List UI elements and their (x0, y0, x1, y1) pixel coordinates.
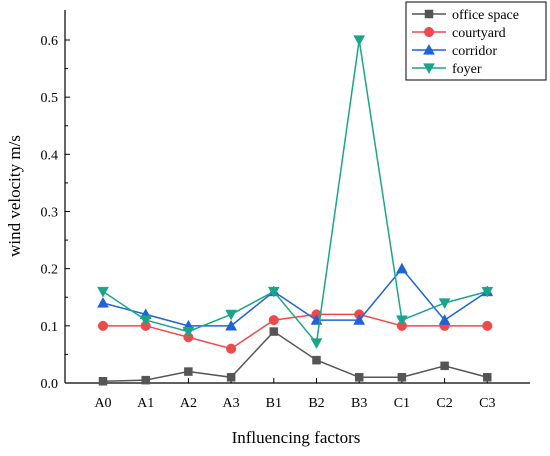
legend-label: courtyard (452, 26, 506, 41)
x-tick-label: B1 (266, 396, 282, 411)
x-tick-label: A1 (137, 396, 154, 411)
data-point (225, 319, 238, 331)
series-line (102, 39, 488, 345)
x-tick-label: C3 (479, 396, 495, 411)
data-point (353, 314, 366, 325)
y-axis-ticks: 0.0 0.1 0.2 0.3 0.4 0.5 0.6 (41, 34, 70, 392)
y-tick-label: 0.6 (41, 34, 59, 49)
x-tick-label: C2 (436, 396, 452, 411)
y-tick-label: 0.1 (41, 320, 59, 335)
legend-marker (423, 43, 435, 55)
data-point (482, 320, 493, 331)
x-tick-label: B2 (308, 396, 324, 411)
legend-label: foyer (452, 62, 482, 77)
data-point (481, 286, 494, 298)
x-tick-label: A3 (223, 396, 240, 411)
data-point (97, 320, 109, 331)
legend-item: foyer (412, 62, 482, 77)
y-tick-label: 0.3 (41, 206, 59, 221)
series-line (102, 267, 488, 327)
x-tick-label: B3 (351, 396, 367, 411)
legend-marker (424, 9, 434, 19)
series-line (102, 330, 488, 383)
series-corridor (97, 262, 494, 331)
legend-label: office space (452, 8, 519, 23)
x-tick-label: A0 (94, 396, 111, 411)
y-tick-label: 0.0 (41, 377, 59, 392)
data-point (141, 375, 150, 385)
data-point (226, 343, 237, 354)
y-axis-title: wind velocity m/s (5, 135, 24, 257)
data-point (98, 377, 108, 386)
series-office-space (98, 327, 492, 386)
data-point (182, 326, 195, 338)
data-point (354, 373, 364, 382)
data-point (440, 361, 449, 371)
data-point (395, 262, 408, 274)
data-point (97, 296, 109, 308)
legend-item: office space (412, 8, 519, 23)
legend-item: corridor (412, 43, 497, 59)
data-point (438, 314, 451, 325)
data-point (269, 327, 279, 336)
x-axis-title: Influencing factors (232, 428, 361, 447)
data-point (268, 315, 279, 326)
x-tick-label: A2 (180, 396, 197, 411)
data-point (438, 298, 451, 309)
series-foyer (97, 35, 494, 349)
legend: office space courtyard corridor foyer (405, 1, 547, 81)
data-point (225, 309, 238, 321)
data-point (483, 373, 492, 382)
data-point (267, 286, 280, 298)
series-layer (97, 35, 494, 386)
x-axis-ticks: A0 A1 A2 A3 B1 B2 B3 C1 C2 C3 (94, 378, 495, 411)
data-point (312, 355, 321, 365)
data-point (397, 373, 407, 382)
data-point (226, 373, 236, 382)
legend-marker (423, 26, 435, 38)
y-tick-label: 0.4 (41, 148, 59, 163)
x-tick-label: C1 (394, 396, 410, 411)
series-line (103, 313, 488, 350)
y-tick-label: 0.5 (41, 91, 59, 106)
y-tick-label: 0.2 (41, 263, 59, 278)
data-point (310, 338, 323, 349)
data-point (395, 315, 408, 327)
data-point (139, 315, 152, 327)
data-point (184, 367, 193, 376)
data-point (97, 286, 109, 298)
legend-item: courtyard (412, 26, 506, 41)
legend-label: corridor (452, 44, 497, 59)
legend-marker (423, 63, 435, 75)
data-point (353, 35, 366, 47)
